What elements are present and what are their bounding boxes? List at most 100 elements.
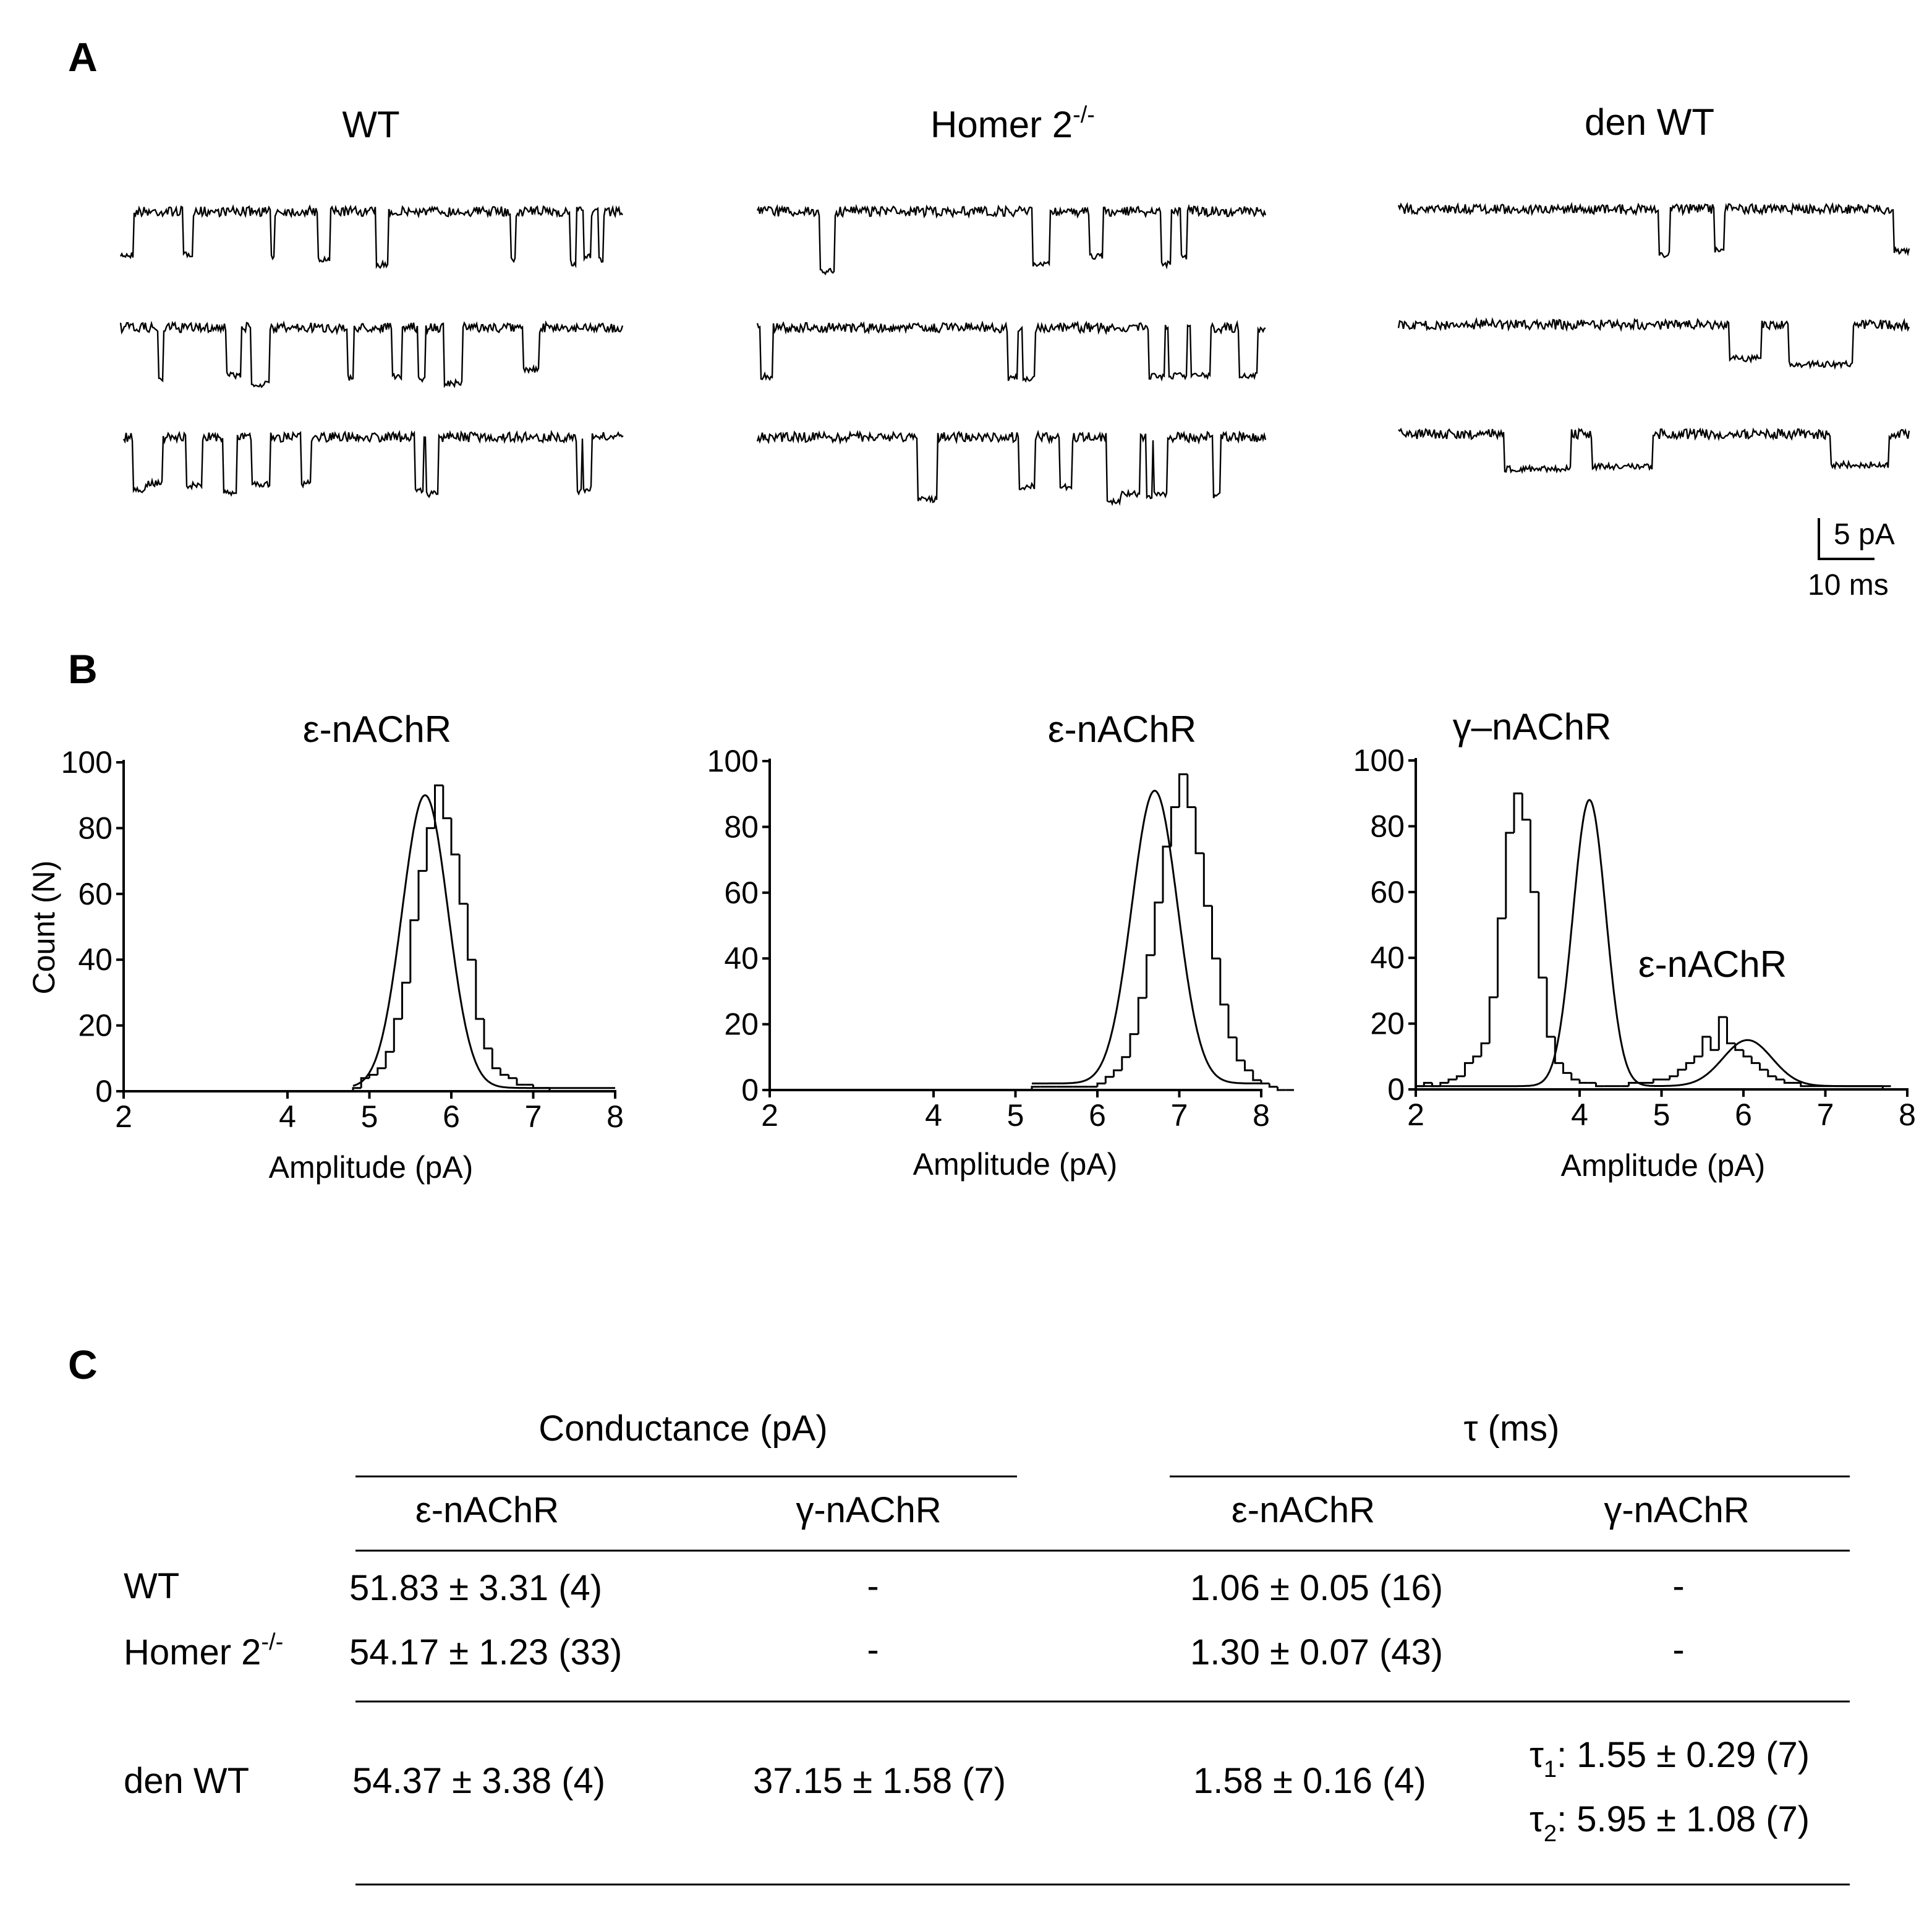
- table-subheader: γ-nAChR: [1604, 1490, 1749, 1530]
- y-tick-label: 100: [1353, 743, 1405, 778]
- histogram-bin: [1162, 845, 1172, 903]
- table-tau-component-2: τ2: 5.95 ± 1.08 (7): [1530, 1799, 1810, 1847]
- histogram-bin: [1137, 997, 1147, 1034]
- table-cell: -: [1672, 1566, 1684, 1606]
- y-tick-label: 40: [78, 942, 113, 977]
- histogram-bin: [1505, 832, 1514, 919]
- histogram-bin: [1252, 1070, 1261, 1081]
- histogram-bin: [1693, 1055, 1703, 1063]
- panel-label-c: C: [68, 1342, 98, 1387]
- x-tick-label: 7: [525, 1099, 542, 1134]
- histogram-bin: [1219, 958, 1228, 1006]
- histogram-bin: [1709, 1036, 1719, 1051]
- histogram-bin: [1677, 1068, 1687, 1076]
- table-row-label: WT: [124, 1566, 179, 1606]
- y-tick-label: 20: [724, 1007, 759, 1042]
- histogram-bin: [1277, 1086, 1286, 1091]
- histogram-homer2: ε-nAChR Amplitude (pA) 0 20 40 60 80 100 2 4 5 6 7…: [707, 709, 1294, 1182]
- x-tick-label: 8: [606, 1099, 624, 1134]
- y-tick-label: 0: [95, 1074, 113, 1109]
- x-tick-label: 8: [1899, 1097, 1916, 1132]
- histogram-den-wt: γ–nAChR ε-nAChR Amplitude (pA) 0 20 40 60 80…: [1353, 706, 1916, 1183]
- histogram-bin: [1031, 1086, 1040, 1090]
- histogram-bin: [368, 1073, 378, 1078]
- scale-bar-lines: [1818, 518, 1875, 560]
- table-tau-component-1: τ1: 1.55 ± 0.29 (7): [1530, 1735, 1810, 1782]
- histogram-bin: [450, 818, 460, 856]
- histogram-bin: [1178, 773, 1188, 807]
- current-trace: [119, 204, 623, 270]
- y-tick-label: 80: [724, 809, 759, 844]
- histogram-wt: ε-nAChR Amplitude (pA) Count (N) 0 20 40 60…: [27, 709, 624, 1185]
- histogram-bin: [1652, 1078, 1662, 1083]
- gaussian-fit-curve: [352, 794, 615, 1089]
- histogram-bin: [1439, 1081, 1449, 1086]
- histogram-bin: [1628, 1081, 1637, 1086]
- histogram-bin: [377, 1067, 386, 1075]
- x-tick-label: 5: [1007, 1098, 1024, 1133]
- y-tick-label: 60: [724, 875, 759, 910]
- y-tick-label: 60: [1370, 875, 1405, 909]
- x-tick-label: 8: [1253, 1098, 1270, 1133]
- current-trace: [1397, 202, 1910, 258]
- histogram-bin: [1146, 954, 1155, 998]
- histogram-bin: [1154, 901, 1163, 955]
- y-axis-label: Count (N): [27, 861, 61, 995]
- histogram-bin: [1121, 1056, 1130, 1071]
- histogram-bin: [360, 1077, 370, 1088]
- histogram-bin: [1260, 1080, 1270, 1084]
- histogram-bin: [1546, 977, 1555, 1038]
- x-axis-label: Amplitude (pA): [913, 1147, 1118, 1182]
- histogram-bin: [1783, 1080, 1793, 1084]
- histogram-bin: [1521, 793, 1531, 821]
- histogram-bin: [1464, 1062, 1473, 1076]
- table-cell: 54.37 ± 3.38 (4): [352, 1761, 605, 1801]
- histogram-bin: [1578, 1080, 1588, 1084]
- histogram-bin: [1881, 1086, 1891, 1091]
- histogram-bin: [508, 1075, 517, 1080]
- histogram-bin: [467, 903, 476, 961]
- histogram-bin: [1202, 853, 1212, 907]
- histogram-bin: [1497, 917, 1506, 997]
- panel-label-a: A: [68, 34, 98, 80]
- x-tick-label: 6: [443, 1099, 460, 1134]
- histogram-bin: [1423, 1081, 1432, 1086]
- gaussian-fit-curve: [1032, 790, 1262, 1084]
- table-subheader: ε-nAChR: [1232, 1490, 1375, 1530]
- y-tick-label: 80: [1370, 809, 1405, 843]
- histogram-bin: [1455, 1075, 1465, 1080]
- histogram-bin: [1554, 1036, 1564, 1064]
- histogram-bin: [1268, 1083, 1278, 1088]
- x-tick-label: 4: [925, 1098, 942, 1133]
- table-subheader: ε-nAChR: [415, 1490, 559, 1530]
- trace-group-title-den-wt: den WT: [1585, 101, 1714, 143]
- histogram-bin: [401, 981, 411, 1019]
- current-trace: [1397, 317, 1910, 370]
- histogram-annotation: ε-nAChR: [1638, 943, 1787, 985]
- table-cell: -: [867, 1630, 879, 1670]
- x-tick-label: 2: [115, 1099, 132, 1134]
- x-tick-label: 7: [1171, 1098, 1188, 1133]
- y-tick-label: 0: [741, 1073, 759, 1107]
- y-tick-label: 40: [724, 941, 759, 976]
- histogram-bin: [1513, 792, 1523, 833]
- histogram-bin: [1244, 1060, 1253, 1071]
- x-tick-label: 2: [761, 1098, 778, 1133]
- histogram-bin: [1096, 1082, 1106, 1087]
- histogram-bin: [352, 1087, 362, 1091]
- histogram-bin: [516, 1078, 526, 1086]
- histogram-bin: [1595, 1083, 1604, 1088]
- x-tick-label: 5: [361, 1099, 378, 1134]
- y-tick-label: 100: [61, 745, 113, 780]
- histogram-bin: [1767, 1070, 1776, 1078]
- table-cell: 51.83 ± 3.31 (4): [349, 1568, 602, 1608]
- histogram-bin: [1759, 1063, 1768, 1071]
- histogram-bin: [1562, 1063, 1572, 1074]
- histogram-bin: [1538, 892, 1547, 979]
- x-tick-label: 4: [279, 1099, 296, 1134]
- x-tick-label: 2: [1407, 1097, 1424, 1132]
- histogram-bin: [500, 1068, 509, 1076]
- scale-bar-time-label: 10 ms: [1808, 569, 1889, 602]
- table-group-header-conductance: Conductance (pA): [538, 1408, 827, 1449]
